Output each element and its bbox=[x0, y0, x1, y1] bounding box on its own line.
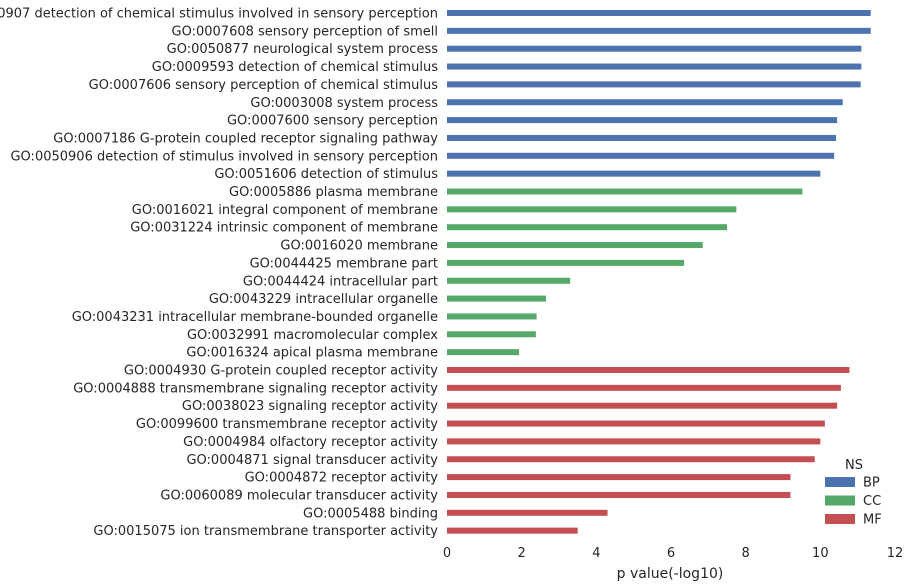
x-tick-label: 12 bbox=[887, 546, 904, 561]
bar-cc bbox=[447, 349, 520, 356]
legend-label-bp: BP bbox=[863, 476, 880, 491]
x-tick-label: 6 bbox=[667, 546, 675, 561]
category-label: GO:0004888 transmembrane signaling recep… bbox=[73, 381, 438, 396]
category-label: GO:0032991 macromolecular complex bbox=[187, 328, 438, 343]
bar-cc bbox=[447, 259, 685, 266]
bar-mf bbox=[447, 420, 825, 427]
category-label: GO:0007600 sensory perception bbox=[227, 114, 438, 129]
category-label: GO:0060089 molecular transducer activity bbox=[160, 488, 438, 503]
bar-bp bbox=[447, 81, 861, 88]
bar-bp bbox=[447, 63, 862, 70]
bar-cc bbox=[447, 206, 737, 213]
category-label: GO:0004872 receptor activity bbox=[245, 471, 439, 486]
category-label: GO:0003008 system process bbox=[250, 96, 438, 111]
x-tick-label: 4 bbox=[592, 546, 600, 561]
category-label: GO:0043231 intracellular membrane-bounde… bbox=[72, 310, 438, 325]
category-label: GO:0031224 intrinsic component of membra… bbox=[130, 221, 438, 236]
bar-mf bbox=[447, 527, 578, 534]
bar-mf bbox=[447, 474, 791, 481]
bar-cc bbox=[447, 331, 536, 338]
bar-cc bbox=[447, 188, 803, 195]
category-label: GO:0009593 detection of chemical stimulu… bbox=[152, 60, 438, 75]
bars-layer bbox=[447, 10, 871, 534]
bar-cc bbox=[447, 277, 571, 284]
bar-cc bbox=[447, 242, 703, 249]
bar-mf bbox=[447, 491, 791, 498]
category-label: GO:0005488 binding bbox=[303, 506, 438, 521]
category-labels: GO:0050907 detection of chemical stimulu… bbox=[0, 7, 438, 540]
legend: NS BP CC MF bbox=[825, 458, 882, 528]
bar-mf bbox=[447, 509, 608, 516]
legend-items: BP CC MF bbox=[825, 476, 882, 528]
legend-swatch-mf bbox=[825, 514, 855, 524]
category-label: GO:0007186 G-protein coupled receptor si… bbox=[53, 131, 438, 146]
category-label: GO:0016021 integral component of membran… bbox=[132, 203, 438, 218]
category-label: GO:0043229 intracellular organelle bbox=[209, 292, 438, 307]
bar-cc bbox=[447, 313, 537, 320]
bar-bp bbox=[447, 27, 871, 34]
category-label: GO:0099600 transmembrane receptor activi… bbox=[136, 417, 438, 432]
bar-mf bbox=[447, 367, 850, 373]
category-label: GO:0050906 detection of stimulus involve… bbox=[10, 149, 438, 164]
category-label: GO:0038023 signaling receptor activity bbox=[182, 399, 438, 414]
category-label: GO:0007608 sensory perception of smell bbox=[172, 24, 438, 39]
category-label: GO:0007606 sensory perception of chemica… bbox=[89, 78, 439, 93]
category-label: GO:0051606 detection of stimulus bbox=[214, 167, 438, 182]
category-label: GO:0016324 apical plasma membrane bbox=[186, 346, 438, 361]
category-label: GO:0050907 detection of chemical stimulu… bbox=[0, 7, 438, 22]
legend-swatch-cc bbox=[825, 495, 855, 506]
bar-mf bbox=[447, 438, 821, 445]
x-axis-ticks: 0 2 4 6 8 10 12 bbox=[443, 546, 903, 561]
x-tick-label: 2 bbox=[518, 546, 526, 561]
bar-bp bbox=[447, 134, 837, 141]
category-label: GO:0016020 membrane bbox=[280, 239, 438, 254]
category-label: GO:0015075 ion transmembrane transporter… bbox=[93, 524, 438, 539]
bar-bp bbox=[447, 117, 838, 124]
bar-mf bbox=[447, 384, 841, 391]
legend-swatch-bp bbox=[825, 477, 855, 487]
bar-bp bbox=[447, 10, 871, 16]
bar-bp bbox=[447, 170, 821, 177]
bar-mf bbox=[447, 456, 815, 463]
legend-title: NS bbox=[845, 458, 863, 473]
x-tick-label: 10 bbox=[812, 546, 829, 561]
category-label: GO:0004984 olfactory receptor activity bbox=[183, 435, 438, 450]
bar-cc bbox=[447, 224, 727, 231]
category-label: GO:0005886 plasma membrane bbox=[229, 185, 438, 200]
bar-cc bbox=[447, 295, 546, 302]
bar-bp bbox=[447, 99, 843, 106]
x-tick-label: 0 bbox=[443, 546, 451, 561]
category-label: GO:0044424 intracellular part bbox=[243, 274, 438, 289]
category-label: GO:0044425 membrane part bbox=[250, 256, 438, 271]
x-tick-label: 8 bbox=[742, 546, 750, 561]
legend-label-mf: MF bbox=[863, 513, 882, 528]
category-label: GO:0004871 signal transducer activity bbox=[186, 453, 438, 468]
bar-bp bbox=[447, 45, 862, 52]
bar-mf bbox=[447, 402, 838, 409]
bar-bp bbox=[447, 152, 835, 159]
category-label: GO:0050877 neurological system process bbox=[167, 42, 439, 57]
x-axis-title: p value(-log10) bbox=[617, 566, 724, 582]
category-label: GO:0004930 G-protein coupled receptor ac… bbox=[124, 364, 438, 379]
legend-label-cc: CC bbox=[863, 494, 881, 509]
